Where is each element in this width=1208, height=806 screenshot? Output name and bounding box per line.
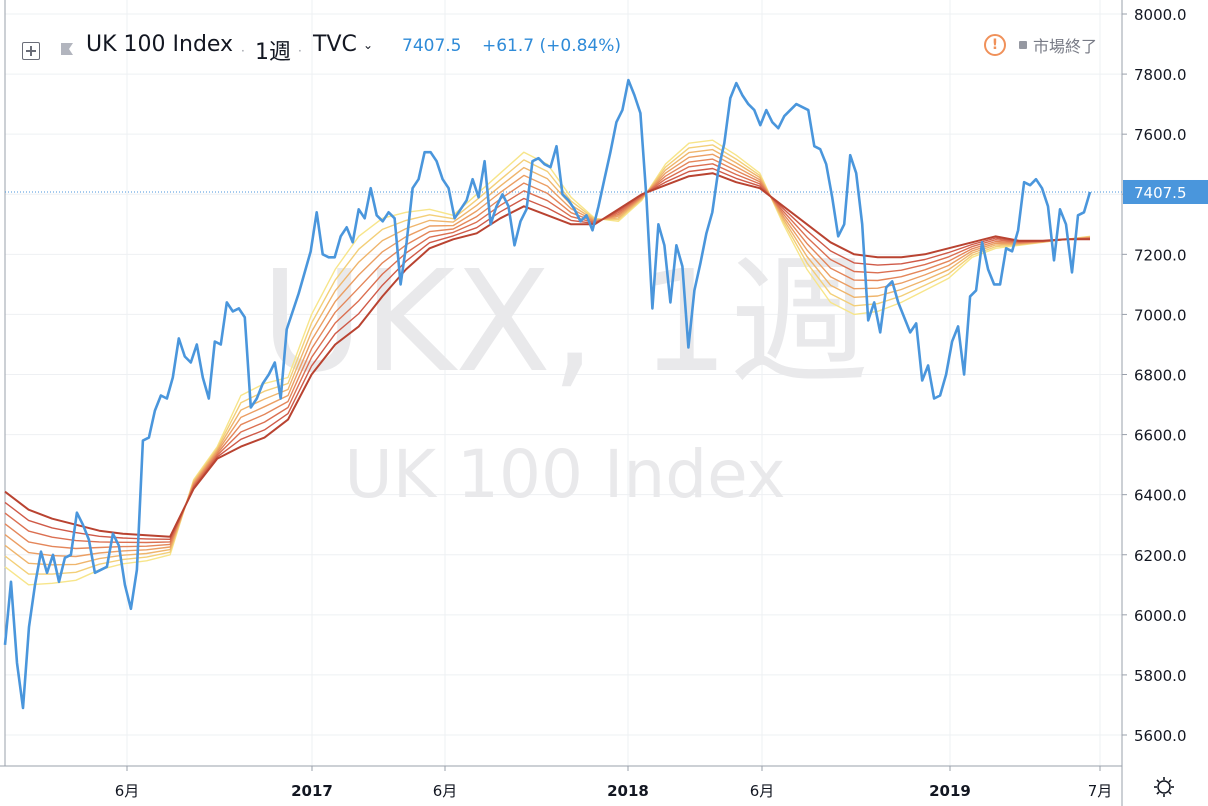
- price-label: 7000.0: [1134, 306, 1187, 324]
- time-label: 7月: [1088, 782, 1113, 800]
- price-label: 6600.0: [1134, 427, 1187, 445]
- price-label: 5600.0: [1134, 727, 1187, 745]
- ma-ribbon: [4, 139, 1091, 586]
- time-label: 2017: [291, 782, 333, 800]
- price-label: 8000.0: [1134, 6, 1187, 24]
- price-scale-bg: [1123, 0, 1208, 806]
- watermark-subtitle: UK 100 Index: [344, 436, 785, 513]
- price-scale[interactable]: 8000.07800.07600.07400.07200.07000.06800…: [1122, 0, 1208, 806]
- grid: [0, 0, 1123, 806]
- price-label: 7600.0: [1134, 126, 1187, 144]
- separator: ·: [241, 44, 245, 58]
- last-price-label: 7407.5: [1134, 184, 1187, 202]
- price-change: +61.7 (+0.84%): [482, 36, 622, 56]
- interval-label[interactable]: 1週: [255, 40, 291, 65]
- time-label: 6月: [115, 782, 140, 800]
- market-status: 市場終了: [1033, 37, 1098, 56]
- price-label: 5800.0: [1134, 667, 1187, 685]
- market-status-dot: [1019, 41, 1027, 49]
- time-label: 2018: [607, 782, 649, 800]
- price-label: 6200.0: [1134, 547, 1187, 565]
- flag-icon[interactable]: [60, 42, 76, 60]
- price-series: [3, 78, 1092, 710]
- last-price: 7407.5: [402, 36, 462, 56]
- price-label: 6000.0: [1134, 607, 1187, 625]
- time-label: 6月: [433, 782, 458, 800]
- time-scale[interactable]: 6月 2017 6月 2018 6月 2019 7月: [115, 766, 1174, 800]
- time-label: 6月: [750, 782, 775, 800]
- price-label: 7200.0: [1134, 246, 1187, 264]
- symbol-name[interactable]: UK 100 Index: [86, 32, 234, 57]
- price-label: 7800.0: [1134, 66, 1187, 84]
- last-price-tag: [1123, 179, 1208, 204]
- warning-circle-icon[interactable]: !: [984, 34, 1006, 56]
- watermark-title: UKX, 1週: [261, 241, 869, 404]
- separator: ·: [298, 44, 302, 58]
- gear-icon[interactable]: [1154, 777, 1174, 797]
- time-label: 2019: [929, 782, 971, 800]
- plus-square-icon[interactable]: [22, 42, 40, 60]
- chevron-down-icon[interactable]: ⌄: [363, 38, 374, 52]
- ribbon-line-8: [4, 172, 1090, 538]
- price-label: 6800.0: [1134, 367, 1187, 385]
- price-label: 6400.0: [1134, 487, 1187, 505]
- price-line: [3, 78, 1092, 710]
- exchange-label[interactable]: TVC: [313, 32, 357, 57]
